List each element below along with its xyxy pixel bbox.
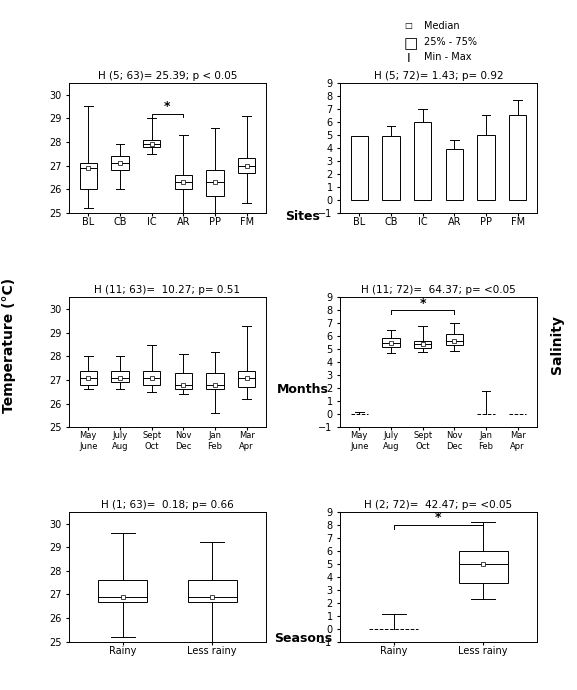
Title: H (2; 72)=  42.47; p= <0.05: H (2; 72)= 42.47; p= <0.05 xyxy=(364,500,512,509)
Title: H (5; 63)= 25.39; p < 0.05: H (5; 63)= 25.39; p < 0.05 xyxy=(98,70,237,81)
Bar xyxy=(414,342,431,348)
Bar xyxy=(188,580,237,602)
Title: H (11; 63)=  10.27; p= 0.51: H (11; 63)= 10.27; p= 0.51 xyxy=(95,285,241,295)
Bar xyxy=(175,175,192,189)
Bar xyxy=(382,337,400,346)
Title: H (5; 72)= 1.43; p= 0.92: H (5; 72)= 1.43; p= 0.92 xyxy=(374,70,503,81)
Title: H (11; 72)=  64.37; p= <0.05: H (11; 72)= 64.37; p= <0.05 xyxy=(361,285,516,295)
Bar xyxy=(143,371,160,385)
Bar xyxy=(459,551,508,583)
Bar xyxy=(414,122,431,200)
Bar xyxy=(80,371,97,385)
Bar xyxy=(477,135,494,200)
Bar xyxy=(175,373,192,389)
Bar xyxy=(382,136,400,200)
Bar xyxy=(238,371,255,387)
Bar xyxy=(238,159,255,172)
Bar xyxy=(445,334,463,346)
Bar xyxy=(351,136,368,200)
Bar xyxy=(445,149,463,200)
Text: Seasons: Seasons xyxy=(274,632,332,645)
Text: □: □ xyxy=(404,37,418,52)
Text: Months: Months xyxy=(277,383,329,396)
Text: Min - Max: Min - Max xyxy=(424,52,471,61)
Text: *: * xyxy=(164,100,171,113)
Bar xyxy=(509,115,526,200)
Title: H (1; 63)=  0.18; p= 0.66: H (1; 63)= 0.18; p= 0.66 xyxy=(101,500,234,509)
Text: *: * xyxy=(435,511,441,524)
Bar xyxy=(206,170,224,196)
Text: 25% - 75%: 25% - 75% xyxy=(424,37,477,46)
Text: I: I xyxy=(407,52,410,65)
Bar xyxy=(206,373,224,389)
Text: □: □ xyxy=(404,21,412,30)
Bar xyxy=(111,156,129,170)
Bar xyxy=(143,139,160,146)
Bar xyxy=(98,580,147,602)
Bar xyxy=(111,371,129,382)
Text: Salinity: Salinity xyxy=(550,315,564,375)
Text: Temperature (°C): Temperature (°C) xyxy=(2,277,16,413)
Text: Sites: Sites xyxy=(286,210,320,224)
Text: *: * xyxy=(419,297,426,310)
Bar xyxy=(80,163,97,189)
Text: Median: Median xyxy=(424,21,460,30)
